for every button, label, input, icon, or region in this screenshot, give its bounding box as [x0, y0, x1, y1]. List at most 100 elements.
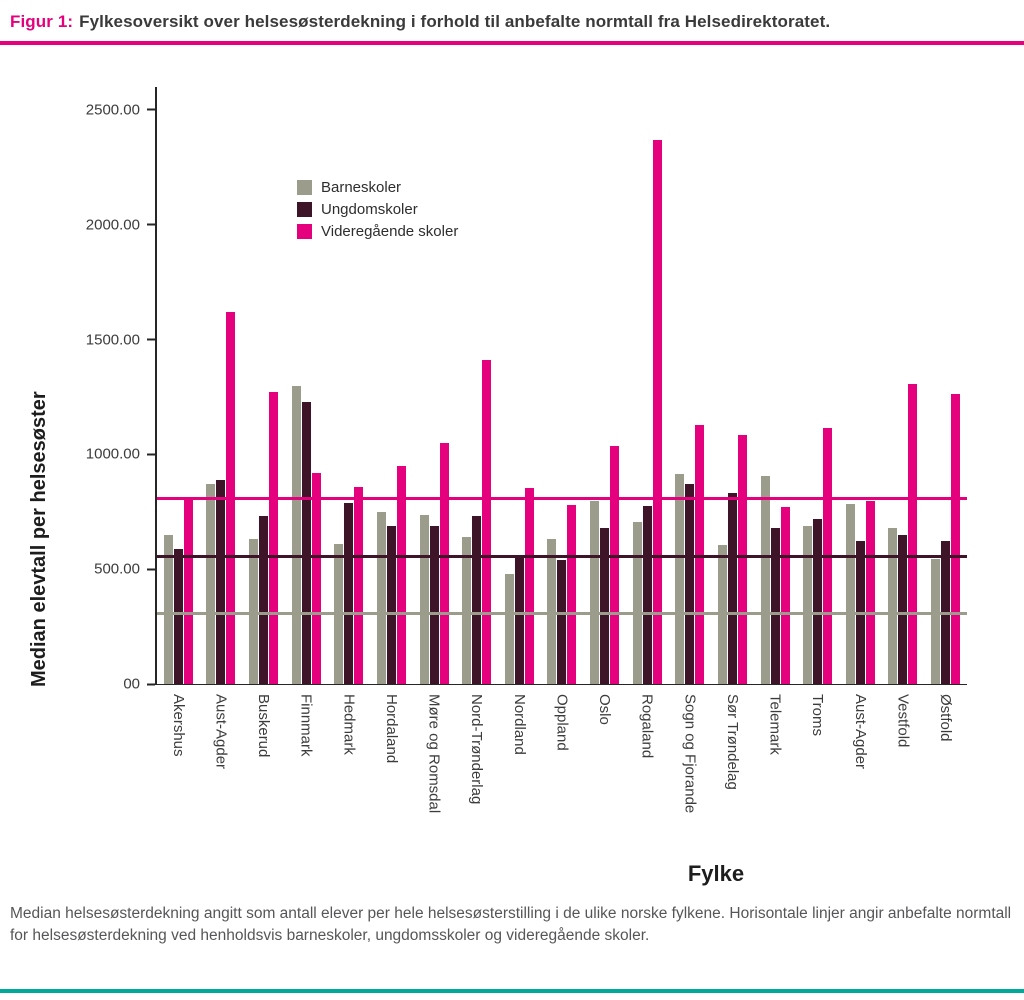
y-tick-mark: [147, 108, 155, 111]
y-tick-label: 2500.00: [85, 101, 140, 119]
bar: [770, 527, 780, 684]
y-tick: 2500.00: [86, 101, 155, 118]
bar-group: [924, 87, 967, 684]
bar: [780, 507, 790, 684]
bar-group: [498, 87, 541, 684]
bar: [206, 484, 216, 684]
bar: [547, 539, 557, 684]
bar: [632, 522, 642, 684]
x-tick-label: Troms: [809, 694, 827, 736]
bar: [249, 539, 259, 684]
x-tick-label: Telemark: [766, 694, 784, 755]
bar: [888, 527, 898, 684]
legend-swatch: [297, 202, 312, 217]
bar: [216, 479, 226, 684]
bar: [376, 511, 386, 684]
y-tick: 1000.00: [86, 446, 155, 463]
bar: [590, 501, 600, 684]
bar: [737, 434, 747, 684]
x-tick-slot: Aust-Agder: [200, 685, 243, 857]
x-tick-label: Aust-Agder: [212, 694, 230, 770]
x-tick-label: Nordland: [510, 694, 528, 755]
legend-item: Ungdomskoler: [297, 201, 458, 218]
bar: [695, 424, 705, 684]
bar-group: [754, 87, 797, 684]
x-tick-label: Aust-Agder: [851, 694, 869, 770]
reference-line-norm-barneskoler: [157, 612, 967, 616]
bar: [183, 498, 193, 684]
x-tick-slot: Troms: [796, 685, 839, 857]
bars-area: Barneskoler Ungdomskoler Videregående skol…: [86, 87, 967, 693]
legend: Barneskoler Ungdomskoler Videregående skol…: [297, 179, 458, 245]
x-tick-label: Nord-Trønderlag: [468, 694, 486, 805]
bar: [600, 527, 610, 684]
bar: [504, 573, 514, 684]
bar: [813, 518, 823, 684]
x-tick-label: Vestfold: [894, 694, 912, 748]
bar-group: [157, 87, 200, 684]
bar: [557, 560, 567, 684]
bar-group: [839, 87, 882, 684]
x-tick-slot: Nord-Trønderlag: [455, 685, 498, 857]
bar: [845, 503, 855, 684]
x-axis-title: Fylke: [687, 861, 745, 886]
bar-group: [242, 87, 285, 684]
x-tick-slot: Vestfold: [882, 685, 925, 857]
x-tick-slot: Aust-Agder: [839, 685, 882, 857]
bar: [803, 525, 813, 684]
bar-group: [413, 87, 456, 684]
bar: [931, 558, 941, 684]
bar-group: [583, 87, 626, 684]
y-tick-label: 1500.00: [85, 331, 140, 349]
x-axis-labels: Akershus Aust-Agder Buskerud Finnmark Hedmar…: [155, 685, 967, 857]
y-tick: 1500.00: [86, 331, 155, 348]
bar-group: [626, 87, 669, 684]
x-tick-slot: Sogn og Fjorande: [669, 685, 712, 857]
x-tick-slot: Møre og Romsdal: [413, 685, 456, 857]
bar: [951, 393, 961, 684]
x-tick-label: Oslo: [596, 694, 614, 725]
bar: [642, 506, 652, 684]
x-tick-slot: Oppland: [541, 685, 584, 857]
legend-swatch: [297, 180, 312, 195]
bar-group: [541, 87, 584, 684]
chart: Median elevtall per helsesøster Barnesko…: [0, 87, 1024, 887]
bar: [685, 484, 695, 684]
bottom-accent-rule: [0, 989, 1024, 993]
y-tick: 500.00: [94, 561, 155, 578]
x-tick-label: Østfold: [937, 694, 955, 742]
y-axis-title: Median elevtall per helsesøster: [28, 391, 50, 687]
y-tick-mark: [147, 568, 155, 571]
x-tick-label: Akershus: [169, 694, 187, 757]
y-tick-mark: [147, 453, 155, 456]
legend-item: Videregående skoler: [297, 223, 458, 240]
x-tick-slot: Sør Trøndelag: [711, 685, 754, 857]
x-tick-slot: Finnmark: [285, 685, 328, 857]
bar-group: [370, 87, 413, 684]
bar-group: [285, 87, 328, 684]
x-tick-label: Buskerud: [255, 694, 273, 758]
bar: [524, 487, 534, 684]
bar-group: [328, 87, 371, 684]
reference-line-norm-ungdomsskoler: [157, 554, 967, 558]
bar: [419, 515, 429, 684]
x-tick-label: Møre og Romsdal: [425, 694, 443, 814]
y-tick: 00: [123, 676, 155, 693]
x-tick-slot: Akershus: [157, 685, 200, 857]
x-tick-slot: Nordland: [498, 685, 541, 857]
bar-group: [455, 87, 498, 684]
y-tick: 2000.00: [86, 216, 155, 233]
x-tick-slot: Telemark: [754, 685, 797, 857]
y-tick-label: 00: [123, 675, 140, 693]
legend-item: Barneskoler: [297, 179, 458, 196]
y-tick-label: 500.00: [94, 560, 140, 578]
bar: [898, 534, 908, 684]
y-tick-label: 2000.00: [85, 216, 140, 234]
bar: [311, 472, 321, 684]
bar: [652, 139, 662, 684]
bar: [472, 516, 482, 684]
bar: [301, 401, 311, 684]
x-tick-label: Sør Trøndelag: [723, 694, 741, 790]
x-tick-slot: Østfold: [924, 685, 967, 857]
bar: [163, 534, 173, 684]
